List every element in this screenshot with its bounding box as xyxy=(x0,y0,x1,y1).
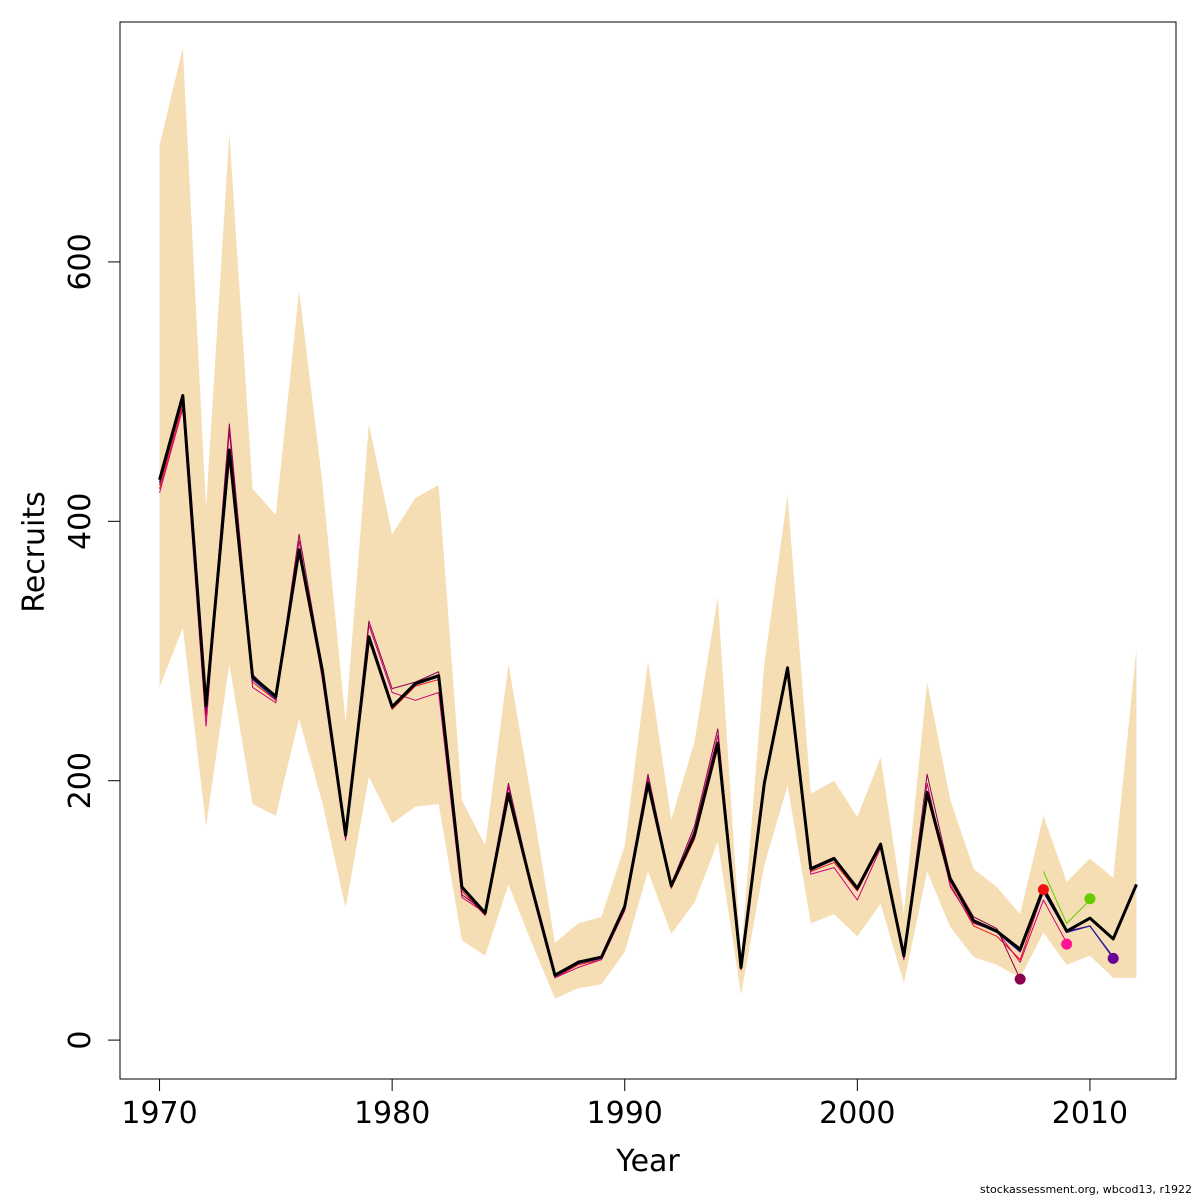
terminal-points-layer xyxy=(1014,884,1119,985)
series-line-0 xyxy=(158,394,1138,977)
terminal-point-2009 xyxy=(1061,938,1073,950)
terminal-point-2008 xyxy=(1037,884,1049,896)
terminal-point-2011 xyxy=(1107,952,1119,964)
x-axis-title: Year xyxy=(615,1144,680,1179)
y-tick-label: 600 xyxy=(63,233,98,290)
series-line-5 xyxy=(1042,871,1091,924)
terminal-point-2007 xyxy=(1014,973,1026,985)
confidence-band-layer xyxy=(159,47,1137,999)
y-axis-title: Recruits xyxy=(17,491,52,613)
x-tick-label: 1970 xyxy=(121,1096,197,1131)
x-tick-label: 2010 xyxy=(1052,1096,1128,1131)
y-tick-label: 0 xyxy=(63,1031,98,1050)
y-axis: 0 200 400 600 xyxy=(63,233,121,1050)
y-tick-label: 400 xyxy=(63,493,98,550)
credit-text: stockassessment.org, wbcod13, r1922 xyxy=(980,1183,1192,1196)
x-tick-label: 1980 xyxy=(354,1096,430,1131)
x-axis: 1970 1980 1990 2000 2010 xyxy=(121,1078,1128,1131)
x-tick-label: 1990 xyxy=(587,1096,663,1131)
series-lines-layer xyxy=(158,394,1138,980)
y-tick-label: 200 xyxy=(63,752,98,809)
x-tick-label: 2000 xyxy=(819,1096,895,1131)
confidence-band xyxy=(159,47,1137,999)
terminal-point-2010 xyxy=(1084,893,1096,905)
